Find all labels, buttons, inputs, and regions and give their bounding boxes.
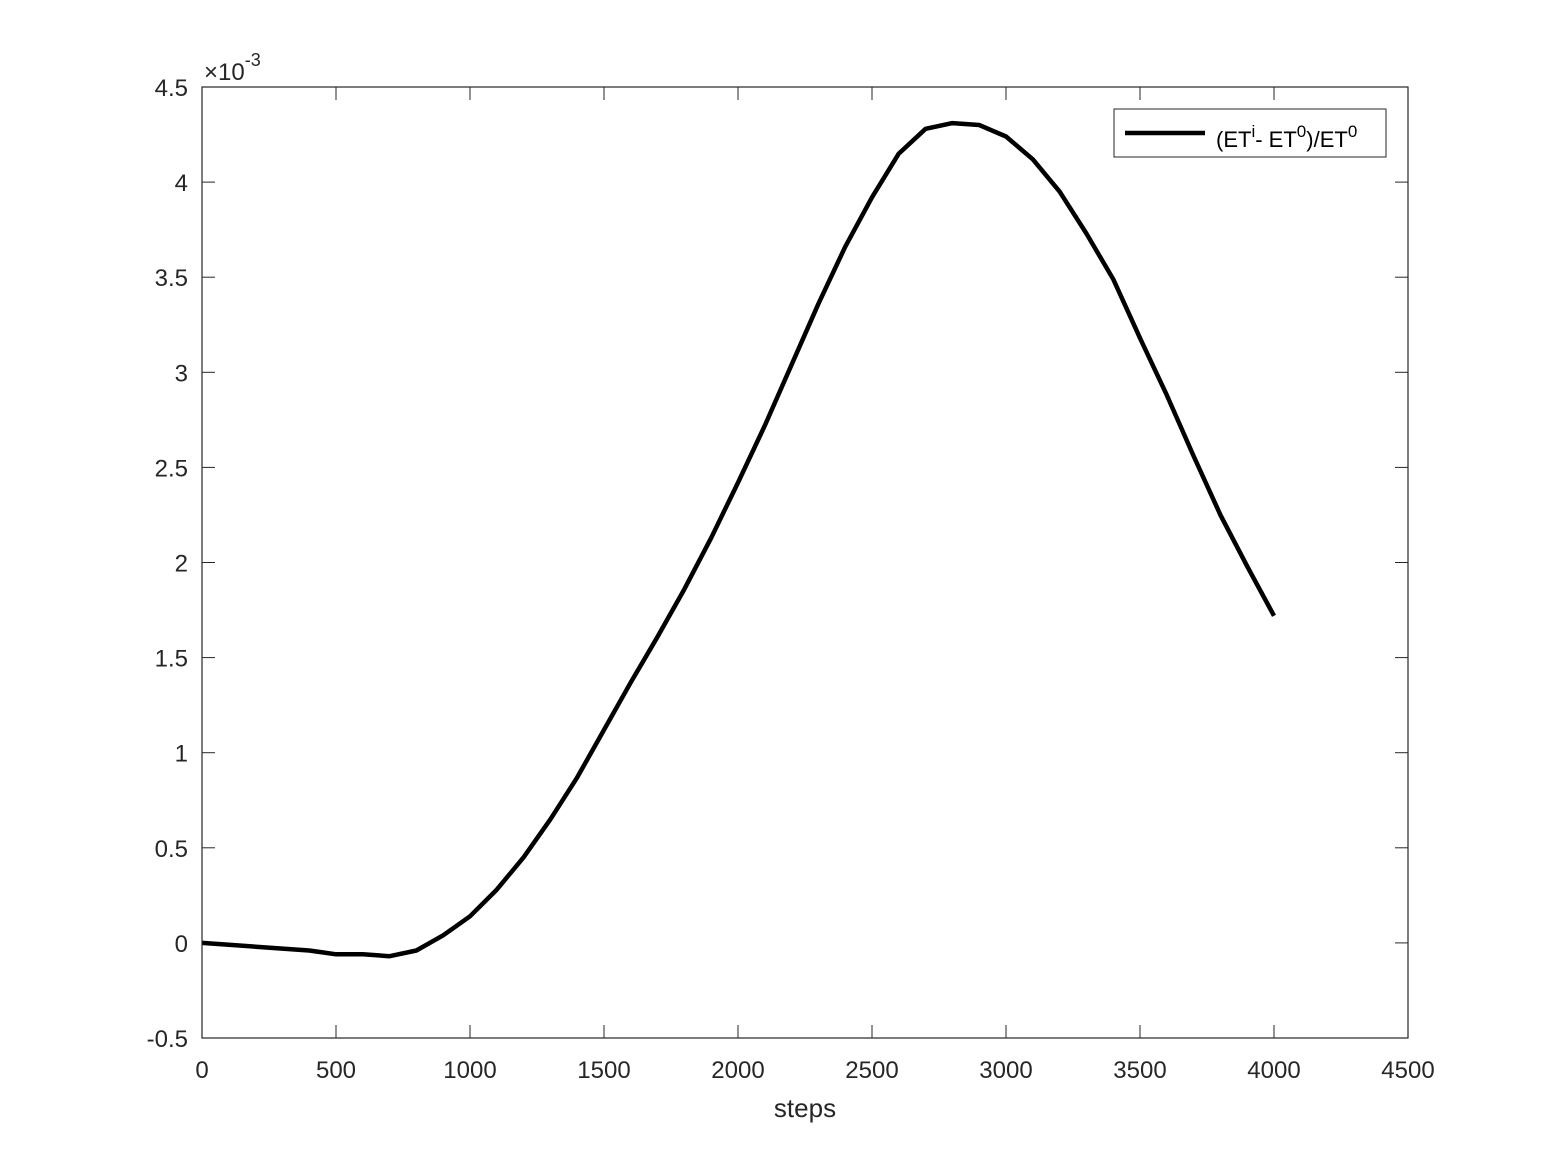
y-tick-label: 4.5 [155,75,188,102]
x-tick-label: 1000 [443,1057,496,1084]
x-axis-label: steps [774,1093,836,1123]
y-tick-label: -0.5 [147,1026,188,1053]
x-tick-label: 1500 [577,1057,630,1084]
legend-entry-label: (ETi- ET0)/ET0 [1216,122,1357,152]
legend-box [1113,108,1387,158]
y-tick-label: 1 [175,741,188,768]
y-tick-label: 3 [175,360,188,387]
legend-label-superscript: 0 [1297,122,1306,141]
legend-label-superscript: 0 [1348,122,1357,141]
legend-label-superscript: i [1251,122,1255,141]
y-tick-label: 4 [175,170,188,197]
x-tick-label: 2000 [711,1057,764,1084]
y-multiplier: ×10 [204,59,245,86]
y-tick-label: 2.5 [155,455,188,482]
axes-box [201,86,1409,1039]
x-tick-label: 3000 [979,1057,1032,1084]
y-tick-label: 0.5 [155,836,188,863]
y-multiplier-exponent: -3 [245,50,261,70]
legend-label-part: )/ET [1306,127,1348,152]
y-tick-label: 3.5 [155,265,188,292]
y-exponent-label: ×10-3 [204,50,261,86]
legend-label-part: - ET [1255,127,1297,152]
x-axis-ticks: 0 500 1000 1500 2000 2500 3000 3500 4000 4500 [195,87,1435,1084]
y-axis-ticks: -0.5 0 0.5 1 1.5 2 2.5 3 3.5 4 4.5 [147,75,1408,1053]
plot-area [202,87,1408,1038]
x-tick-label: 3500 [1113,1057,1166,1084]
x-tick-label: 4000 [1247,1057,1300,1084]
series-layer [201,120,1276,959]
x-tick-label: 4500 [1381,1057,1434,1084]
y-tick-label: 0 [175,931,188,958]
y-tick-label: 2 [175,551,188,578]
y-tick-label: 1.5 [155,646,188,673]
x-tick-label: 500 [316,1057,356,1084]
x-tick-label: 0 [195,1057,208,1084]
legend-label-part: (ET [1216,127,1251,152]
x-tick-label: 2500 [845,1057,898,1084]
svg-text:×10-3: ×10-3 [204,50,261,86]
legend[interactable]: (ETi- ET0)/ET0 [1113,108,1387,158]
series-line-0 [201,120,1276,959]
